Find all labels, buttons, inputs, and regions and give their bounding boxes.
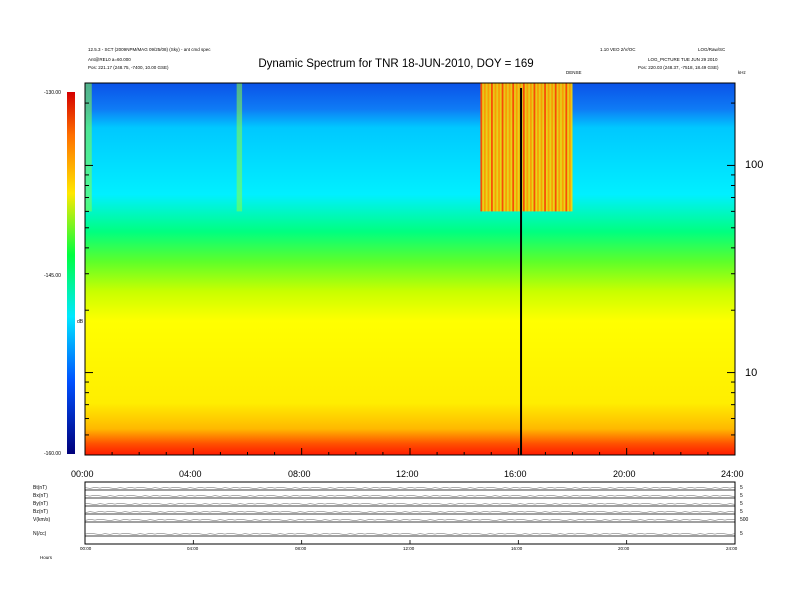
x-tick-label-4: 16:00	[504, 469, 527, 479]
panel-label-2: By(nT)	[33, 501, 48, 507]
emission-streak-2	[487, 83, 490, 212]
colorbar-tick-top: -130.00	[44, 90, 61, 96]
header-right-line2: LOG_PICTURE TUE JUN 29 2010	[648, 57, 718, 62]
header-right-top-a: 1.10 VEO 2/V/OC	[600, 47, 636, 52]
emission-band-1	[236, 83, 243, 212]
emission-streak-21	[554, 83, 557, 212]
emission-streak-14	[530, 83, 532, 212]
x-tick-label-6: 24:00	[721, 469, 744, 479]
emission-streak-24	[565, 83, 568, 212]
panel-label-0: Bt(nT)	[33, 485, 47, 491]
y-axis-ticks	[85, 102, 735, 456]
solar-wind-panels	[84, 481, 736, 545]
bottom-time-label-0: 00:00	[80, 546, 92, 551]
emission-streak-3	[491, 83, 493, 212]
panel-trace-2	[84, 503, 736, 505]
header-left-line1: 12.5.3 - SCT (2009NPM/MAG 09/25/08) (Sky…	[88, 47, 211, 52]
bottom-time-label-3: 12:00	[403, 546, 415, 551]
frequency-unit-label: kHz	[738, 70, 746, 75]
panel-trace-4	[84, 519, 736, 521]
emission-streak-17	[540, 83, 543, 212]
panel-right-tick-1: 5	[740, 493, 743, 499]
emission-streak-1	[483, 83, 486, 212]
header-left-line3: Pos: 221.17 (248.75, -7400, 10.00 GSE)	[88, 65, 169, 70]
emission-streak-0	[480, 83, 483, 212]
panel-right-tick-0: 5	[740, 485, 743, 491]
bottom-time-label-2: 08:00	[295, 546, 307, 551]
panel-label-5: N(/cc)	[33, 531, 47, 537]
emission-streak-22	[558, 83, 561, 212]
bottom-time-label-4: 16:00	[511, 546, 523, 551]
emission-streak-10	[515, 83, 518, 212]
chart-title: Dynamic Spectrum for TNR 18-JUN-2010, DO…	[258, 58, 534, 70]
x-tick-label-2: 08:00	[288, 469, 311, 479]
bottom-time-label-1: 04:00	[187, 546, 199, 551]
panel-right-tick-4: 500	[740, 517, 749, 523]
x-tick-label-0: 00:00	[71, 469, 94, 479]
panel-right-tick-3: 5	[740, 509, 743, 515]
header-right-top-b: LOG/Raw/SC	[698, 47, 726, 52]
emission-streak-12	[522, 83, 525, 212]
panel-right-tick-5: 5	[740, 531, 743, 537]
colorbar	[67, 92, 75, 454]
emission-streak-25	[568, 83, 571, 212]
panel-trace-5	[84, 533, 736, 535]
panel-label-4: V(km/s)	[33, 517, 51, 523]
emission-streak-20	[551, 83, 554, 212]
emission-streak-15	[533, 83, 536, 212]
panel-trace-1	[84, 495, 736, 497]
spectrogram-background	[85, 83, 735, 455]
emission-band-0	[85, 83, 92, 212]
spectrogram-plot	[84, 82, 736, 456]
emission-streak-23	[561, 83, 564, 212]
panel-label-1: Bx(nT)	[33, 493, 48, 499]
x-tick-label-3: 12:00	[396, 469, 419, 479]
emission-streak-13	[526, 83, 529, 212]
x-axis-ticks	[84, 448, 736, 455]
event-label: DENSE	[566, 70, 582, 75]
emission-streak-5	[498, 83, 500, 212]
emission-streak-6	[501, 83, 504, 212]
panel-right-tick-2: 5	[740, 501, 743, 507]
emission-streak-7	[505, 83, 507, 212]
header-right-line3: Pos: 220.03 (248.37, -7518, 18.49 GSE)	[638, 65, 719, 70]
emission-streak-9	[512, 83, 515, 212]
panel-trace-0	[84, 487, 736, 489]
emission-streak-16	[537, 83, 539, 212]
panel-label-3: Bz(nT)	[33, 509, 48, 515]
y-tick-label-10: 10	[745, 367, 758, 379]
panels-frame	[84, 481, 736, 545]
bottom-axis-label: Hours	[40, 555, 53, 560]
bottom-time-label-6: 24:00	[726, 546, 738, 551]
x-tick-label-1: 04:00	[179, 469, 202, 479]
colorbar-tick-mid: -145.00	[44, 273, 61, 279]
colorbar-unit: dB	[77, 319, 84, 325]
panel-trace-3	[84, 511, 736, 513]
y-tick-label-100: 100	[745, 159, 764, 171]
emission-streak-19	[547, 83, 550, 212]
emission-streak-18	[544, 83, 546, 212]
emission-streak-4	[494, 83, 497, 212]
emission-streak-8	[508, 83, 511, 212]
colorbar-tick-bottom: -160.00	[44, 451, 61, 457]
bottom-time-label-5: 20:00	[618, 546, 630, 551]
x-tick-label-5: 20:00	[613, 469, 636, 479]
header-left-line2: Ant@REL0 a=60.000	[88, 57, 131, 62]
